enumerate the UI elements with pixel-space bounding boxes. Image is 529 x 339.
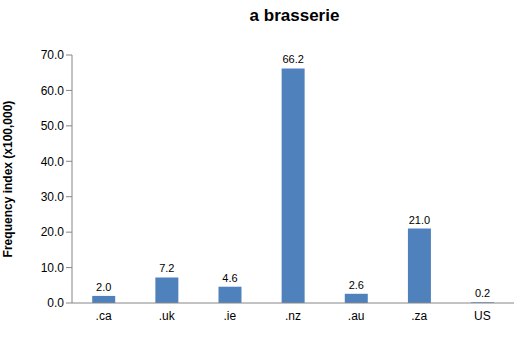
svg-text:US: US bbox=[474, 309, 491, 323]
html-text:a brasserie: a brasserie bbox=[249, 6, 340, 25]
svg-text:70.0: 70.0 bbox=[41, 48, 65, 62]
svg-text:.au: .au bbox=[348, 309, 365, 323]
svg-text:0.2: 0.2 bbox=[475, 287, 490, 299]
svg-text:7.2: 7.2 bbox=[159, 262, 174, 274]
svg-text:Frequency index (x100,000): Frequency index (x100,000) bbox=[8, 101, 15, 258]
svg-text:.nz: .nz bbox=[285, 309, 301, 323]
svg-text:2.0: 2.0 bbox=[96, 281, 111, 293]
svg-text:0.0: 0.0 bbox=[47, 296, 64, 310]
svg-text:4.6: 4.6 bbox=[222, 272, 237, 284]
svg-text:.za: .za bbox=[411, 309, 427, 323]
svg-text:.uk: .uk bbox=[159, 309, 176, 323]
svg-text:30.0: 30.0 bbox=[41, 190, 65, 204]
svg-text:.ie: .ie bbox=[224, 309, 237, 323]
svg-text:60.0: 60.0 bbox=[41, 84, 65, 98]
svg-text:40.0: 40.0 bbox=[41, 155, 65, 169]
svg-text:66.2: 66.2 bbox=[282, 53, 303, 65]
svg-text:21.0: 21.0 bbox=[409, 214, 430, 226]
svg-text:.ca: .ca bbox=[96, 309, 112, 323]
svg-text:20.0: 20.0 bbox=[41, 225, 65, 239]
svg-text:50.0: 50.0 bbox=[41, 119, 65, 133]
svg-text:10.0: 10.0 bbox=[41, 261, 65, 275]
svg-text:2.6: 2.6 bbox=[349, 279, 364, 291]
